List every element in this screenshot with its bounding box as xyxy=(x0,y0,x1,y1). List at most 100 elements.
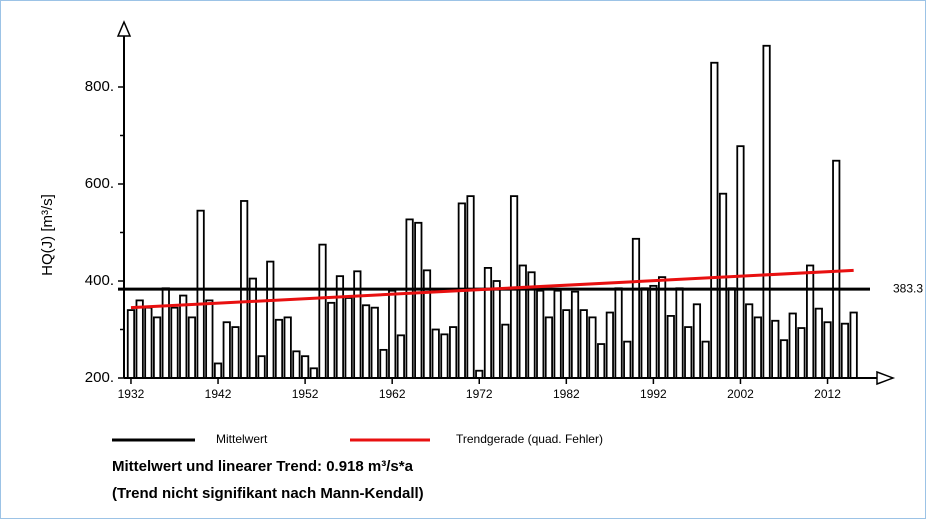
bar xyxy=(762,44,771,379)
bar xyxy=(483,267,493,379)
trend-line xyxy=(130,268,854,310)
bar xyxy=(353,270,362,379)
mean-label: 383.3 xyxy=(893,281,923,295)
bar xyxy=(675,287,684,379)
bar xyxy=(327,301,336,379)
bar xyxy=(126,309,136,379)
bar xyxy=(710,61,719,379)
bar xyxy=(135,299,144,379)
bar xyxy=(292,350,301,379)
bar xyxy=(257,355,266,379)
bar xyxy=(196,209,205,379)
bar xyxy=(388,289,397,379)
bar xyxy=(361,304,371,379)
bar xyxy=(536,289,545,379)
bar xyxy=(301,355,310,379)
x-tick-label: 1992 xyxy=(640,387,667,401)
x-tick-label: 1942 xyxy=(205,387,232,401)
bar xyxy=(231,326,240,379)
bar xyxy=(213,362,223,379)
bar xyxy=(344,297,353,379)
bar xyxy=(579,309,588,379)
bar xyxy=(736,145,745,379)
bar xyxy=(379,348,388,379)
bar xyxy=(501,323,510,379)
bar xyxy=(797,327,806,379)
bar xyxy=(640,287,649,379)
bar xyxy=(274,318,284,379)
bar xyxy=(570,290,580,379)
legend-label: Trendgerade (quad. Fehler) xyxy=(456,432,603,446)
bar xyxy=(631,237,641,379)
bar xyxy=(179,294,188,379)
x-tick-label: 2002 xyxy=(727,387,754,401)
x-axis-arrow xyxy=(876,370,896,386)
bar xyxy=(396,334,405,379)
bar xyxy=(779,339,789,379)
note: Mittelwert und linearer Trend: 0.918 m³/… xyxy=(112,458,414,475)
x-tick-label: 1932 xyxy=(118,387,145,401)
x-tick-label: 1982 xyxy=(553,387,580,401)
bar xyxy=(422,269,432,379)
bar xyxy=(449,326,458,379)
bar xyxy=(266,260,275,379)
y-tick-label: 800. xyxy=(85,78,114,95)
bar xyxy=(692,303,702,379)
bar xyxy=(562,309,571,379)
bar xyxy=(701,340,710,379)
bar xyxy=(806,264,815,379)
y-tick-label: 600. xyxy=(85,175,114,192)
bar xyxy=(405,218,414,379)
bar xyxy=(335,275,345,379)
bar xyxy=(605,311,614,379)
bar xyxy=(283,316,292,379)
bar xyxy=(614,287,623,379)
bar xyxy=(623,340,632,379)
bar xyxy=(205,299,214,379)
bar xyxy=(466,195,475,379)
bar xyxy=(440,333,449,379)
bar xyxy=(492,280,501,379)
bar xyxy=(684,326,693,379)
x-tick-label: 1952 xyxy=(292,387,319,401)
bar xyxy=(544,316,554,379)
x-tick-label: 1972 xyxy=(466,387,493,401)
bar xyxy=(161,287,170,379)
bar xyxy=(832,159,841,379)
x-tick-label: 2012 xyxy=(814,387,841,401)
bar xyxy=(840,322,850,379)
bar xyxy=(649,284,658,379)
bar xyxy=(414,221,423,379)
bar xyxy=(475,369,484,379)
bar xyxy=(657,276,667,379)
bar xyxy=(588,316,597,379)
bar xyxy=(597,343,606,379)
bar xyxy=(187,316,197,379)
bar xyxy=(771,319,780,379)
bar xyxy=(745,303,754,379)
bar xyxy=(309,367,318,379)
bar xyxy=(152,316,162,379)
bar xyxy=(849,311,858,379)
x-tick-label: 1962 xyxy=(379,387,406,401)
bar xyxy=(248,277,257,379)
bar xyxy=(753,316,762,379)
bar xyxy=(518,264,527,379)
bar xyxy=(370,306,379,379)
y-axis-label: HQ(J) [m³/s] xyxy=(39,194,56,276)
bar xyxy=(431,328,440,379)
note: (Trend nicht signifikant nach Mann-Kenda… xyxy=(112,485,424,502)
bar xyxy=(823,321,832,379)
bar xyxy=(718,192,728,379)
bar xyxy=(170,306,179,379)
y-tick-label: 400. xyxy=(85,272,114,289)
bar xyxy=(727,287,736,379)
legend-label: Mittelwert xyxy=(216,432,268,446)
bar xyxy=(222,321,231,379)
bar xyxy=(144,306,153,379)
bar xyxy=(788,312,797,379)
bar xyxy=(318,243,327,379)
bar xyxy=(814,307,823,379)
y-axis-arrow xyxy=(116,20,132,37)
